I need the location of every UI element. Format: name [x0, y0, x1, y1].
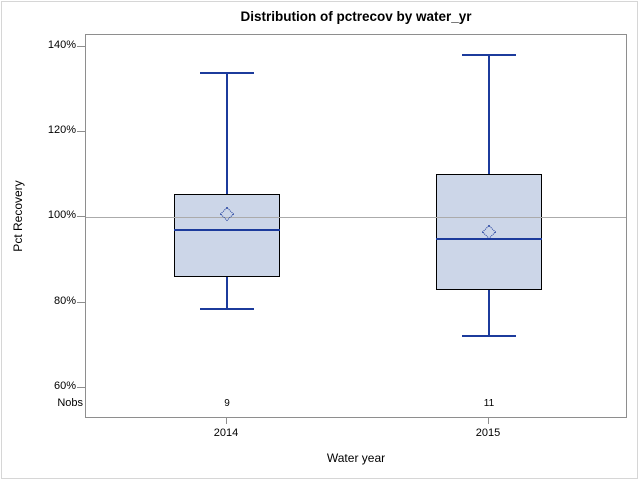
plot-area: 9 11 [85, 34, 627, 418]
box-body [436, 173, 542, 290]
reference-line-100pct [86, 217, 626, 218]
lower-whisker-cap [462, 334, 516, 337]
nobs-value: 11 [483, 398, 495, 409]
nobs-row-label: Nobs [57, 397, 83, 409]
x-tick-mark [226, 418, 227, 424]
y-tick-mark [77, 386, 85, 388]
y-tick-label: 100% [47, 209, 76, 222]
x-tick-mark [488, 418, 489, 424]
y-tick-mark [77, 131, 85, 133]
x-axis-label: Water year [326, 451, 386, 465]
y-tick-label: 60% [53, 379, 76, 392]
lower-whisker-cap [200, 308, 254, 311]
x-tick-label: 2014 [213, 427, 239, 439]
y-tick-mark [77, 216, 85, 218]
upper-whisker-cap [462, 54, 516, 57]
median-line [174, 229, 280, 232]
y-tick-label: 140% [47, 38, 76, 51]
y-axis-label: Pct Recovery [11, 180, 25, 252]
nobs-value: 9 [224, 398, 230, 409]
y-tick-mark [77, 45, 85, 47]
y-tick-label: 120% [47, 124, 76, 137]
x-tick-label: 2015 [475, 427, 501, 439]
y-tick-label: 80% [53, 294, 76, 307]
lower-whisker-line [488, 289, 490, 336]
upper-whisker-cap [200, 71, 254, 74]
lower-whisker-line [226, 277, 228, 310]
median-line [436, 237, 542, 240]
box-body [174, 193, 280, 278]
y-tick-mark [77, 301, 85, 303]
chart-title: Distribution of pctrecov by water_yr [240, 9, 472, 24]
upper-whisker-line [488, 55, 490, 174]
upper-whisker-line [226, 72, 228, 194]
